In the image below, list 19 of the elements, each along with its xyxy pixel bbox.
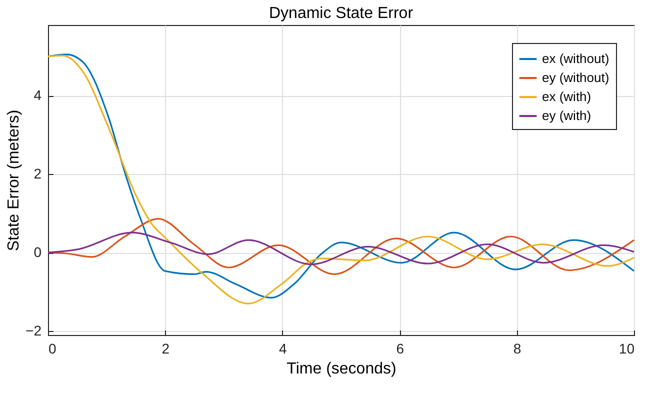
x-tick-label: 6 <box>396 340 404 356</box>
y-axis-title: State Error (meters) <box>6 110 23 252</box>
line-series <box>47 232 635 266</box>
legend-label: ey (without) <box>542 70 610 85</box>
line-series <box>47 218 635 275</box>
x-tick-label: 8 <box>513 340 522 356</box>
x-tick-label: 10 <box>618 340 635 356</box>
y-tick-label: 4 <box>34 87 42 104</box>
y-tick-label: −2 <box>26 322 42 339</box>
x-axis-title: Time (seconds) <box>286 360 396 378</box>
chart-title: Dynamic State Error <box>268 5 414 22</box>
legend-label: ex (without) <box>542 51 610 66</box>
legend-label: ey (with) <box>542 108 592 123</box>
x-tick-label: 4 <box>279 340 287 356</box>
y-tick-label: 0 <box>34 244 42 260</box>
x-tick-label: 0 <box>48 340 56 356</box>
y-tick-label: 2 <box>34 166 42 182</box>
legend-label: ex (with) <box>542 89 592 104</box>
x-tick-label: 2 <box>162 340 170 356</box>
